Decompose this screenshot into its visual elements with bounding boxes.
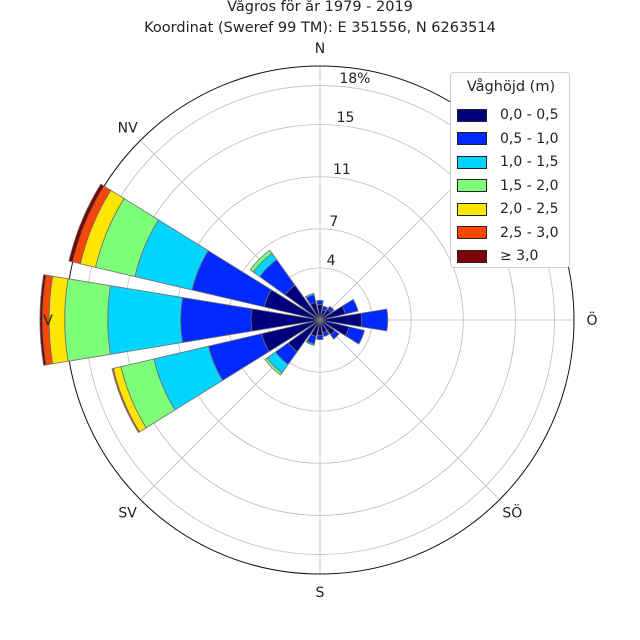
bar-segment-6-1 — [330, 330, 340, 340]
radial-tick-label-0: 4 — [327, 253, 336, 269]
bar-segment-15-2 — [305, 292, 315, 299]
legend-swatch — [457, 132, 487, 145]
bar-segment-9-2 — [305, 340, 315, 346]
legend-label: 1,5 - 2,0 — [500, 177, 559, 194]
direction-label-5: SV — [118, 505, 137, 521]
legend-item: 1,0 - 1,5 — [457, 154, 558, 170]
bar-segment-10-3 — [264, 357, 283, 376]
bar-sectors — [39, 183, 389, 434]
legend-title: Våghöjd (m) — [466, 79, 556, 95]
legend-item: 2,5 - 3,0 — [457, 225, 558, 241]
legend-swatch — [457, 108, 487, 122]
bar-segment-1-1 — [321, 305, 329, 312]
bar-segment-0-1 — [316, 300, 324, 306]
direction-label-4: S — [316, 585, 325, 601]
chart-title: Vågros för år 1979 - 2019 — [227, 0, 413, 15]
bar-segment-7-1 — [322, 330, 330, 337]
chart-subtitle: Koordinat (Sweref 99 TM): E 351556, N 62… — [144, 20, 496, 36]
direction-label-6: V — [43, 313, 53, 329]
bar-segment-12-3 — [64, 278, 111, 362]
radial-tick-label-2: 11 — [333, 162, 351, 178]
grid-spoke-3 — [319, 319, 500, 500]
legend-swatch — [457, 179, 487, 192]
legend-swatch — [457, 249, 487, 263]
legend-item: 1,5 - 2,0 — [457, 178, 558, 194]
legend-label: 0,0 - 0,5 — [500, 107, 559, 123]
bar-segment-13-6 — [68, 183, 105, 263]
legend-label: 2,0 - 2,5 — [500, 201, 559, 217]
bar-segment-4-1 — [360, 308, 389, 332]
legend-item: 2,0 - 2,5 — [457, 201, 558, 217]
radial-tick-label-1: 7 — [329, 214, 338, 230]
bar-segment-11-5 — [111, 368, 141, 434]
bar-segment-12-6 — [39, 274, 47, 366]
legend-label: 2,5 - 3,0 — [500, 224, 559, 241]
bar-segment-14-3 — [249, 249, 273, 273]
legend-item: 0,0 - 0,5 — [457, 107, 558, 123]
direction-label-3: SÖ — [502, 503, 522, 521]
direction-label-0: N — [315, 41, 325, 57]
bar-segment-12-2 — [107, 285, 183, 355]
bar-segment-8-1 — [316, 334, 324, 340]
legend-label: 0,5 - 1,0 — [500, 130, 559, 147]
legend-item: ≥ 3,0 — [457, 248, 538, 264]
legend-label: 1,0 - 1,5 — [500, 154, 559, 170]
radial-tick-label-4: 18% — [339, 71, 370, 87]
radial-tick-label-3: 15 — [337, 110, 355, 126]
bar-segment-3-1 — [341, 298, 359, 315]
direction-label-7: NV — [118, 121, 138, 137]
direction-label-2: Ö — [586, 311, 597, 329]
legend-label: ≥ 3,0 — [500, 248, 539, 264]
legend-item: 0,5 - 1,0 — [457, 131, 558, 147]
bar-segment-2-1 — [327, 305, 335, 313]
bar-segment-12-1 — [180, 297, 253, 343]
legend-swatch — [457, 155, 487, 169]
legend-swatch — [457, 226, 487, 239]
bar-segment-5-1 — [344, 326, 365, 345]
legend: Våghöjd (m) 0,0 - 0,5 0,5 - 1,0 1,0 - 1,5 1… — [450, 72, 570, 268]
legend-swatch — [457, 202, 487, 216]
radial-tick-labels: 4 7 11 15 18% — [327, 71, 371, 269]
